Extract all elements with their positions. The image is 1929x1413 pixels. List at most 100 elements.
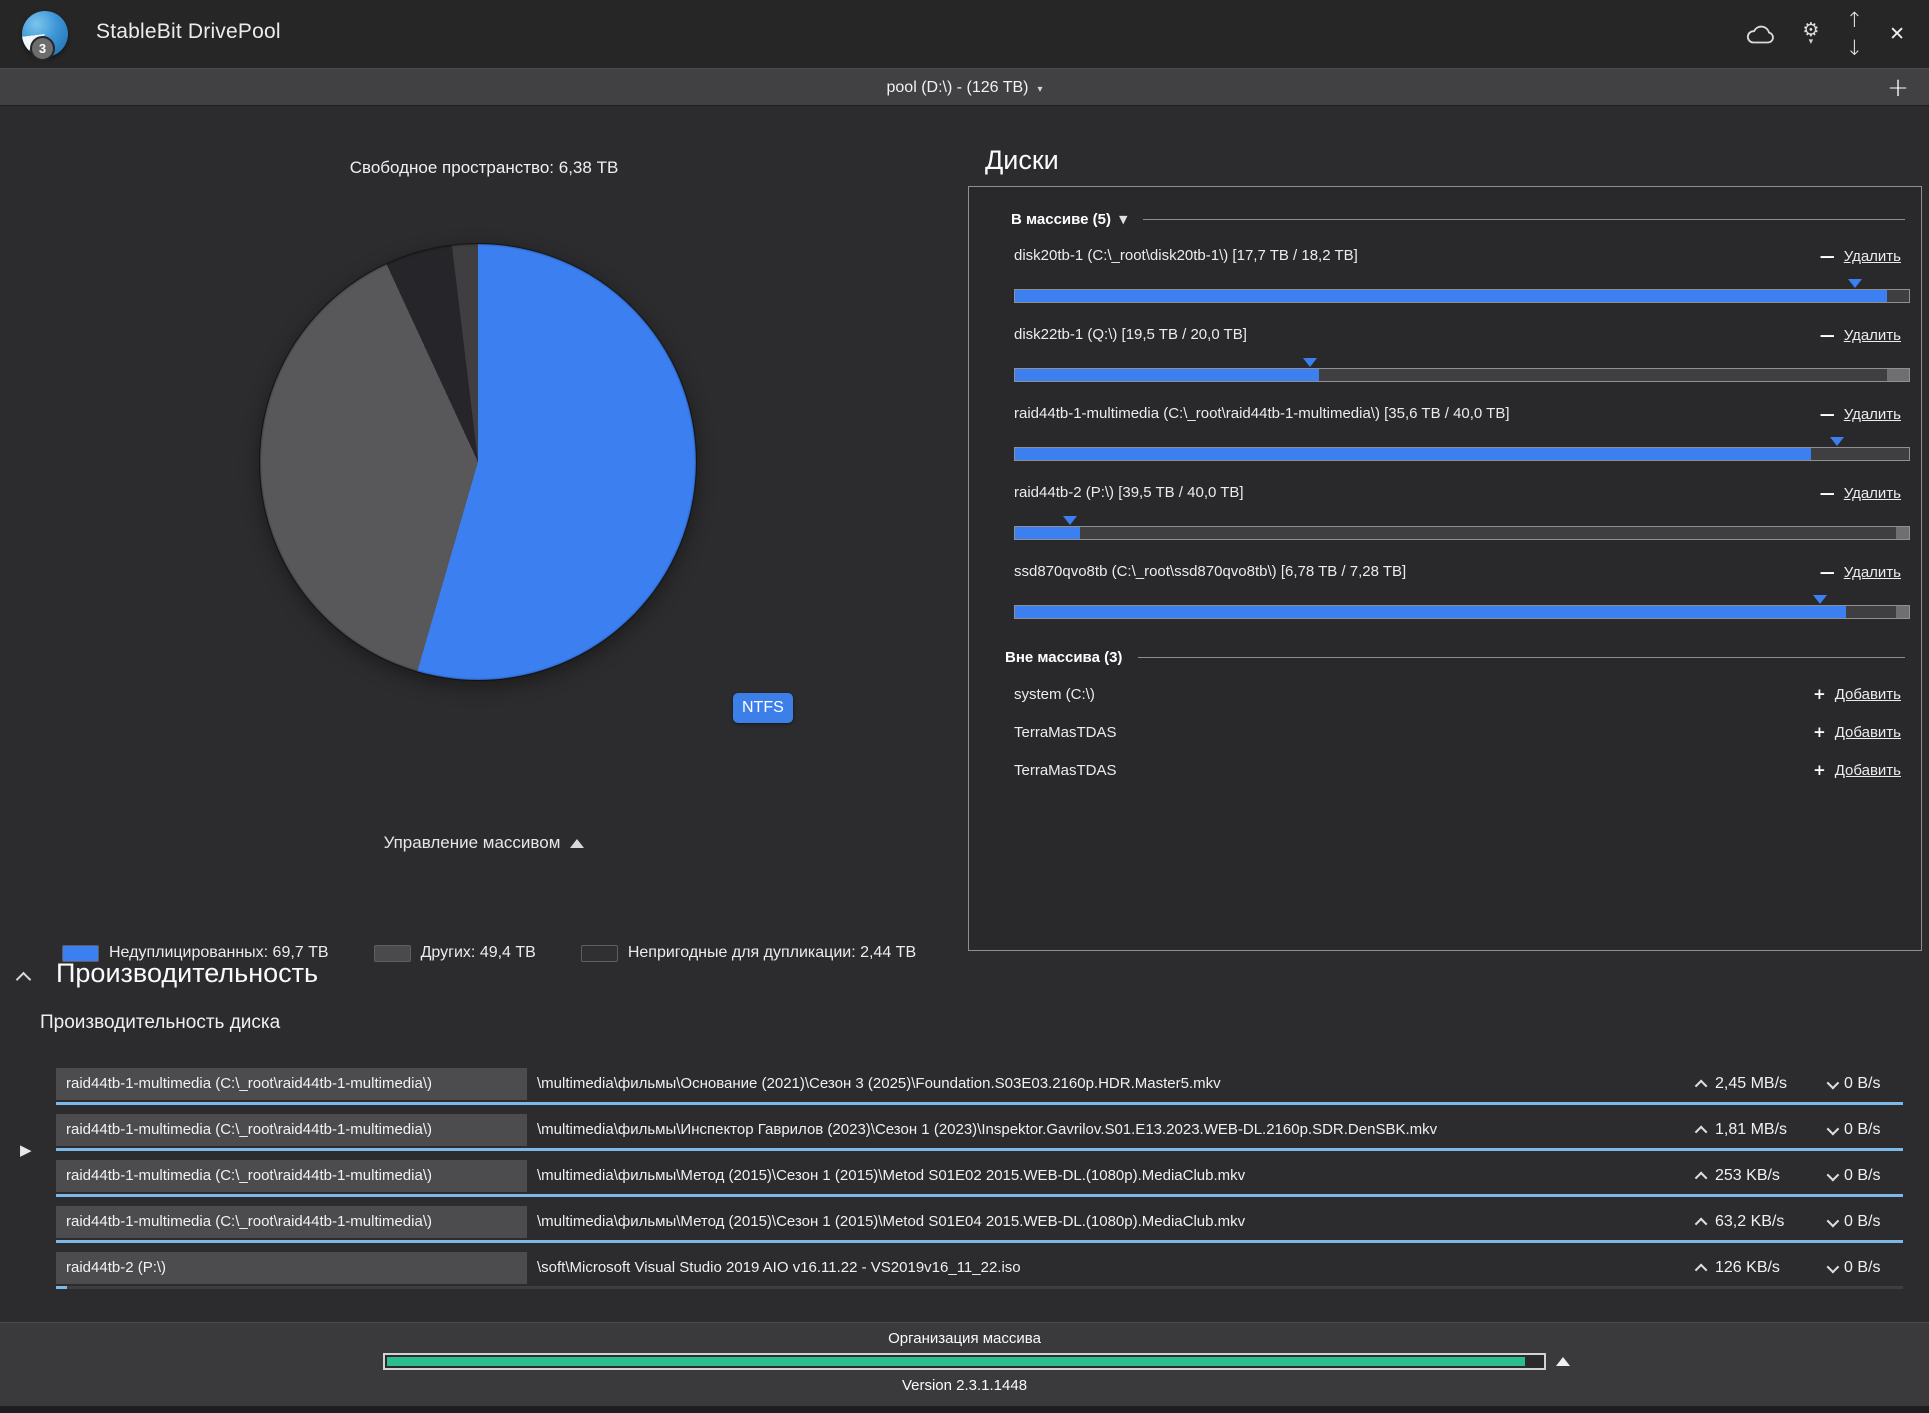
outside-disk-row: TerraMasTDAS + Добавить [1014,723,1901,741]
chevron-up-icon [1694,1171,1708,1184]
write-speed: 0 B/s [1844,1213,1881,1230]
chevron-down-icon [1826,1260,1840,1273]
free-space-label: Свободное пространство: 6,38 TB [349,158,619,177]
minus-icon: — [1819,563,1835,581]
disk-row: raid44tb-1-multimedia (C:\_root\raid44tb… [1014,405,1910,467]
cloud-icon[interactable] [1746,24,1776,45]
pool-selector-label: pool (D:\) - (126 TB) [886,79,1029,96]
minus-icon: — [1819,247,1835,265]
logo-badge: 3 [30,36,55,61]
performance-section-toggle[interactable] [15,971,34,988]
pool-management-label: Управление массивом [383,833,561,852]
section-rule [1143,219,1905,220]
disk-chip: raid44tb-1-multimedia (C:\_root\raid44tb… [56,1160,527,1192]
performance-row: raid44tb-1-multimedia (C:\_root\raid44tb… [0,1206,1929,1244]
chevron-down-icon[interactable]: ▼ [1119,213,1128,226]
disk-usage-bar [1014,437,1910,461]
disk-chip: raid44tb-1-multimedia (C:\_root\raid44tb… [56,1206,527,1238]
close-button[interactable]: ✕ [1889,22,1905,45]
task-progressbar [383,1353,1546,1370]
minus-icon: — [1819,326,1835,344]
write-speed: 0 B/s [1844,1075,1881,1092]
chevron-down-icon [1826,1214,1840,1227]
add-pool-button[interactable]: + [1887,73,1909,103]
task-label: Организация массива [888,1330,1041,1347]
activity-underline [56,1194,1903,1197]
read-speed: 126 KB/s [1715,1259,1780,1276]
disk-name: disk20tb-1 (C:\_root\disk20tb-1\) [17,7 … [1014,247,1358,264]
performance-row: raid44tb-1-multimedia (C:\_root\raid44tb… [0,1160,1929,1198]
add-disk-link[interactable]: + Добавить [1813,761,1901,779]
remove-disk-link[interactable]: — Удалить [1819,563,1901,581]
performance-row: raid44tb-1-multimedia (C:\_root\raid44tb… [0,1068,1929,1106]
plus-icon: + [1813,685,1826,703]
window-bottom-edge [0,1406,1929,1413]
performance-title: Производительность [56,958,319,988]
expander-arrow-icon[interactable]: ▶ [20,1141,32,1159]
usage-marker-icon [1303,358,1318,367]
activity-underline [56,1286,1903,1289]
titlebar-actions: ⚙ ▾ ↑ ↓ ✕ [1746,0,1905,68]
outside-disk-row: TerraMasTDAS + Добавить [1014,761,1901,779]
remove-disk-link[interactable]: — Удалить [1819,484,1901,502]
version-label: Version 2.3.1.1448 [901,1377,1028,1394]
disk-usage-bar [1014,279,1910,303]
collapse-up-icon [570,838,585,848]
disk-name: raid44tb-1-multimedia (C:\_root\raid44tb… [1014,405,1510,422]
chevron-up-icon [1694,1125,1708,1138]
collapse-arrow-icon[interactable] [1556,1357,1570,1366]
disk-usage-bar [1014,516,1910,540]
disk-row: raid44tb-2 (P:\) [39,5 TB / 40,0 TB] — У… [1014,484,1910,546]
free-cap [1895,527,1909,539]
disks-panel: В массиве (5) ▼ disk20tb-1 (C:\_root\dis… [968,186,1922,951]
plus-icon: + [1813,761,1826,779]
outside-disk-row: system (C:\) + Добавить [1014,685,1901,703]
disk-usage-bar [1014,358,1910,382]
pie-legend: Недуплицированных: 69,7 TB Других: 49,4 … [62,944,916,962]
remove-disk-link[interactable]: — Удалить [1819,247,1901,265]
free-cap [1895,606,1909,618]
settings-gear-icon[interactable]: ⚙ ▾ [1802,19,1820,47]
titlebar: 3 StableBit DrivePool ⚙ ▾ ↑ ↓ ✕ [0,0,1929,68]
usage-fill [1015,448,1811,460]
disk-name: TerraMasTDAS [1014,761,1117,779]
remove-disk-link[interactable]: — Удалить [1819,326,1901,344]
add-disk-link[interactable]: + Добавить [1813,685,1901,703]
minus-icon: — [1819,405,1835,423]
usage-marker-icon [1848,279,1863,288]
usage-marker-icon [1830,437,1845,446]
move-up-icon[interactable]: ↑ [1845,8,1864,32]
file-path: \multimedia\фильмы\Метод (2015)\Сезон 1 … [537,1213,1246,1230]
move-down-icon[interactable]: ↓ [1845,36,1864,60]
status-footer: Организация массива Version 2.3.1.1448 [0,1322,1929,1413]
legend-label: Непригодные для дупликации: 2,44 TB [627,944,917,961]
usage-fill [1015,527,1081,539]
in-pool-header: В массиве (5) ▼ [1011,211,1905,228]
plus-icon: + [1813,723,1826,741]
add-disk-link[interactable]: + Добавить [1813,723,1901,741]
collapse-chevron-icon [15,971,32,988]
pool-selector[interactable]: pool (D:\) - (126 TB) ▾ [887,69,1043,107]
legend-label: Других: 49,4 TB [420,944,536,961]
legend-swatch [373,944,411,962]
disk-row: disk22tb-1 (Q:\) [19,5 TB / 20,0 TB] — У… [1014,326,1910,388]
chevron-down-icon [1826,1076,1840,1089]
app-logo-icon [22,11,68,57]
disk-chip: raid44tb-1-multimedia (C:\_root\raid44tb… [56,1114,527,1146]
remove-disk-link[interactable]: — Удалить [1819,405,1901,423]
chevron-up-icon [1694,1079,1708,1092]
read-speed: 63,2 KB/s [1715,1213,1785,1230]
activity-underline [56,1240,1903,1243]
activity-underline [56,1102,1903,1105]
app-title: StableBit DrivePool [96,20,281,43]
reorder-arrows: ↑ ↓ [1845,8,1863,60]
usage-fill [1015,606,1847,618]
legend-item: Непригодные для дупликации: 2,44 TB [580,944,917,962]
performance-row: raid44tb-1-multimedia (C:\_root\raid44tb… [0,1114,1929,1152]
chevron-down-icon [1826,1168,1840,1181]
activity-underline [56,1148,1903,1151]
chevron-down-icon [1826,1122,1840,1135]
usage-marker-icon [1812,595,1827,604]
pool-management-toggle[interactable]: Управление массивом [0,833,968,853]
disk-usage-bar [1014,595,1910,619]
